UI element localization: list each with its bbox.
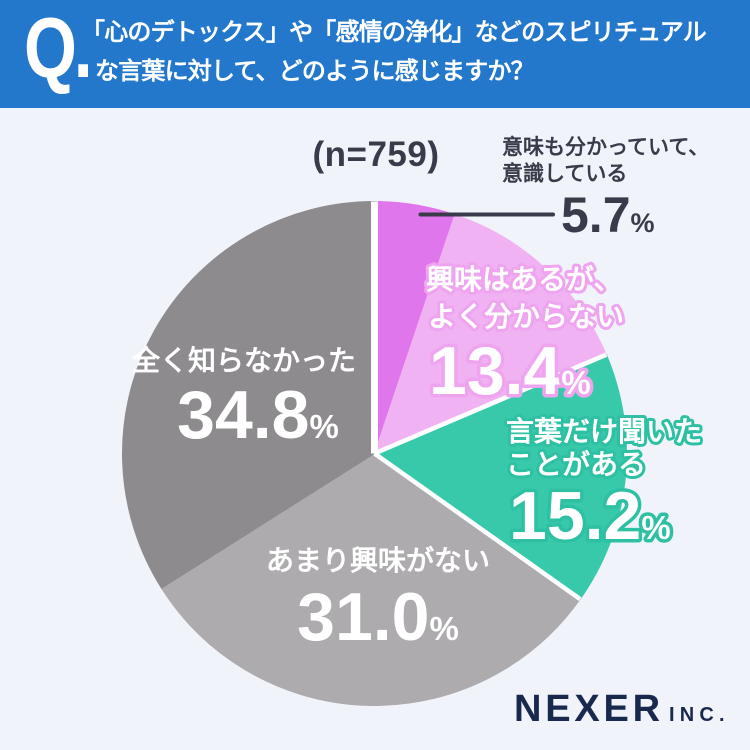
brand-logo-suffix: INC. [669,704,730,726]
pie-segment-1 [374,214,607,454]
question-title-line-1: 「心のデトックス」や「感情の浄化」などのスピリチュアル [81,19,707,46]
segment-0-percent-sign: % [631,208,655,238]
segment-0-value: 5.7% [561,187,655,243]
segment-1-label-line-1: 興味はあるが、 [426,263,621,295]
pie-separators [371,201,608,601]
question-header: Q. 「心のデトックス」や「感情の浄化」などのスピリチュアル な言葉に対して、ど… [0,0,750,108]
pie-segment-2 [374,354,627,600]
segment-1-value: 13.4% [429,333,591,409]
segment-3-label: あまり興味がない [266,544,490,576]
question-title-line-2: な言葉に対して、どのように感じますか？ [95,58,535,85]
segment-1-percent: 13.4 [429,333,562,409]
segment-2-percent: 15.2 [509,478,641,554]
segment-2-value: 15.2% [509,478,671,554]
question-mark-label: Q. [24,1,93,96]
question-title: 「心のデトックス」や「感情の浄化」などのスピリチュアル な言葉に対して、どのよう… [81,13,707,91]
pie-segment-4 [122,201,375,589]
pie-segment-3 [160,453,581,706]
brand-logo: NEXER [514,688,664,730]
pie-wedges [122,201,627,706]
segment-1-label-line-2: よく分からない [428,301,624,332]
segment-3-percent-sign: % [430,610,459,647]
segment-0-percent: 5.7 [561,187,631,243]
segment-0-label-line-2: 意識している [502,162,627,186]
sample-size-label: (n=759) [312,135,439,174]
segment-4-label: 全く知らなかった [131,344,356,376]
segment-4-percent-sign: % [310,408,339,445]
segment-2-label-line-2: ことがある [506,448,646,480]
segment-2-label-line-1: 言葉だけ聞いた [506,416,702,447]
pie-separator [373,451,582,601]
segment-3-percent: 31.0 [297,579,429,655]
segment-0-label-line-1: 意味も分かっていて、 [502,135,709,159]
pie-separator [373,352,608,456]
segment-1-percent-sign: % [561,364,590,401]
segment-4-value: 34.8% [177,377,339,453]
segment-3-value: 31.0% [297,579,459,655]
segment-2-percent-sign: % [641,509,670,546]
segment-4-percent: 34.8 [177,377,309,453]
